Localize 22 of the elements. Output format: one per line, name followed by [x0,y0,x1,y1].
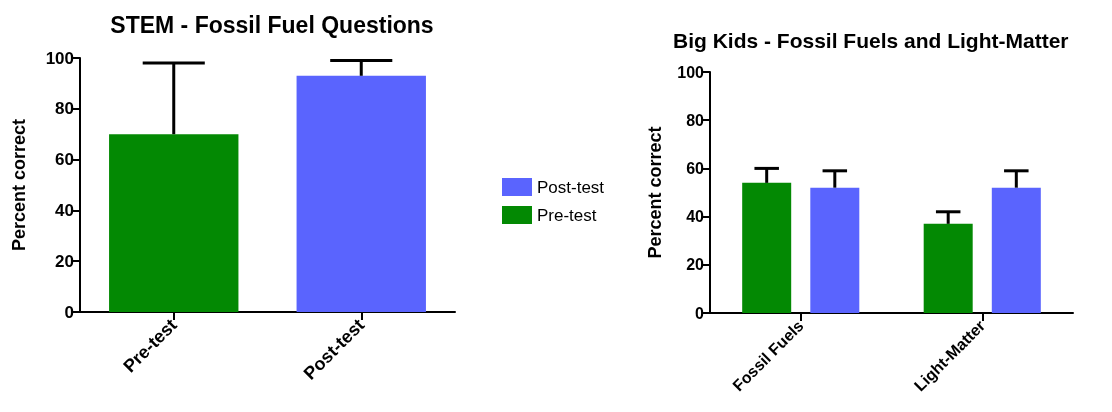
y-tick-label: 20 [686,256,705,274]
legend-label: Post-test [537,177,605,197]
y-tick-label: 100 [45,48,74,68]
y-axis-title: Percent correct [9,118,29,252]
y-tick-label: 60 [55,150,74,170]
y-tick-label: 100 [677,63,705,81]
y-tick-label: 40 [686,208,705,226]
chart-title: STEM - Fossil Fuel Questions [110,11,434,38]
y-tick-label: 20 [55,251,74,271]
legend-label: Pre-test [537,205,597,225]
bar [991,187,1041,313]
y-tick-label: 80 [55,99,74,119]
bar [923,223,973,313]
bar [742,182,792,313]
chart-title: Big Kids - Fossil Fuels and Light-Matter [673,29,1069,52]
y-tick-label: 0 [695,304,705,322]
y-tick-label: 40 [55,200,74,220]
y-tick-label: 0 [64,302,74,322]
y-axis-title: Percent correct [645,126,665,259]
y-tick-label: 60 [686,159,705,177]
y-tick-label: 80 [686,111,705,129]
bar [810,187,860,313]
